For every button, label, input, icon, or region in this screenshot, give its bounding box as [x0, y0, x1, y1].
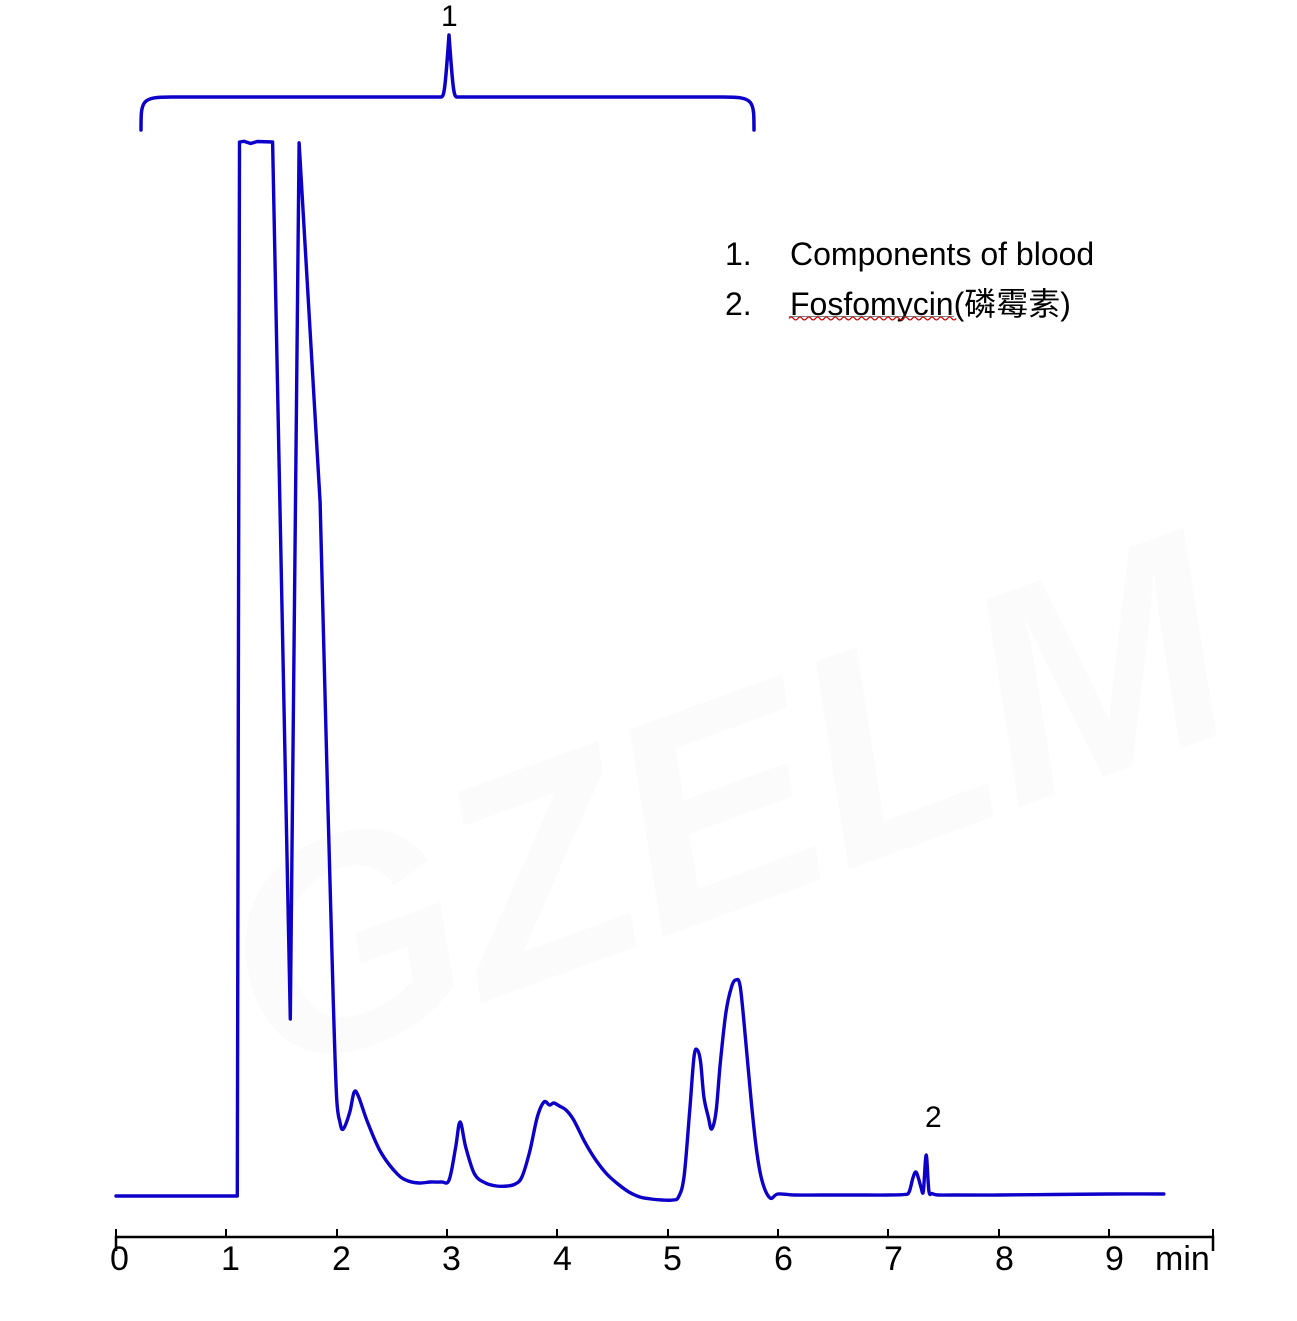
svg-text:min: min — [1155, 1240, 1210, 1278]
svg-text:0: 0 — [110, 1240, 129, 1278]
svg-text:2: 2 — [925, 1101, 942, 1134]
svg-text:GZELM: GZELM — [177, 465, 1278, 1140]
svg-text:6: 6 — [774, 1240, 793, 1278]
svg-text:9: 9 — [1105, 1240, 1124, 1278]
svg-text:2: 2 — [332, 1240, 351, 1278]
svg-text:1: 1 — [221, 1240, 240, 1278]
svg-text:Components of blood: Components of blood — [790, 236, 1094, 272]
svg-text:2.: 2. — [725, 286, 752, 322]
svg-text:5: 5 — [663, 1240, 682, 1278]
svg-text:1.: 1. — [725, 236, 752, 272]
svg-text:3: 3 — [442, 1240, 461, 1278]
svg-text:7: 7 — [884, 1240, 903, 1278]
svg-text:1: 1 — [441, 0, 458, 33]
svg-text:4: 4 — [553, 1240, 572, 1278]
svg-text:8: 8 — [995, 1240, 1014, 1278]
